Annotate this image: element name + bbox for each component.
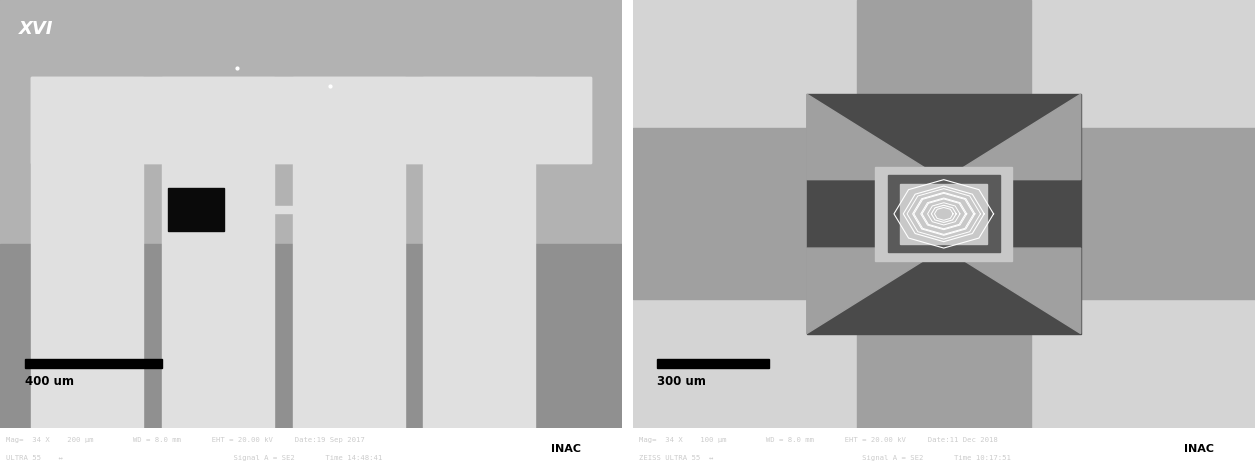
Bar (633, 0, 1255, 94)
Bar (1081, 128, 1255, 299)
Bar (31, 77, 591, 163)
Bar (633, 0, 807, 428)
Bar (31, 77, 143, 428)
Bar (633, 128, 807, 299)
Bar (658, 359, 769, 368)
Text: ULTRA 55    ↔                                       Signal A = SE2       Time 14: ULTRA 55 ↔ Signal A = SE2 Time 14 (6, 455, 383, 461)
Polygon shape (944, 248, 1081, 334)
Text: INAC: INAC (551, 444, 581, 454)
Bar (857, 0, 1030, 94)
Text: cea: cea (1109, 441, 1140, 456)
Polygon shape (807, 94, 944, 180)
Bar (857, 334, 1030, 428)
Text: cea: cea (477, 441, 507, 456)
Bar (423, 77, 536, 428)
Bar (633, 334, 1255, 428)
Text: ZEISS ULTRA 55  ↔                                  Signal A = SE2       Time 10:: ZEISS ULTRA 55 ↔ Signal A = SE2 Time 10: (639, 455, 1010, 461)
Bar (0, 244, 622, 428)
Bar (168, 188, 225, 231)
Text: Mag=  34 X    200 μm         WD = 8.0 mm       EHT = 20.00 kV     Date:19 Sep 20: Mag= 34 X 200 μm WD = 8.0 mm EHT = 20.00… (6, 437, 365, 443)
Bar (25, 359, 162, 368)
Text: INAC: INAC (1183, 444, 1214, 454)
Bar (0, 0, 622, 244)
Bar (225, 206, 349, 213)
Bar (875, 167, 1013, 261)
Text: XVI: XVI (19, 20, 53, 38)
Bar (292, 77, 404, 428)
Text: 300 um: 300 um (658, 375, 707, 388)
Bar (807, 94, 1081, 334)
Bar (162, 77, 274, 428)
Bar (31, 77, 591, 163)
Text: Mag=  34 X    100 μm         WD = 8.0 mm       EHT = 20.00 kV     Date:11 Dec 20: Mag= 34 X 100 μm WD = 8.0 mm EHT = 20.00… (639, 437, 998, 443)
Bar (900, 184, 988, 244)
Bar (887, 175, 1000, 252)
Bar (1081, 0, 1255, 428)
Polygon shape (807, 248, 944, 334)
Polygon shape (944, 94, 1081, 180)
Text: 400 um: 400 um (25, 375, 74, 388)
